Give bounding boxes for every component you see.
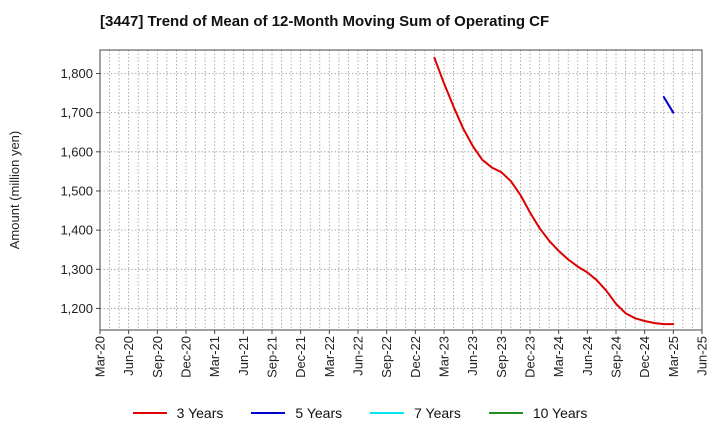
x-tick-label: Mar-22 bbox=[322, 336, 337, 377]
legend-label: 5 Years bbox=[295, 405, 343, 421]
legend-swatch bbox=[370, 412, 405, 414]
y-tick-label: 1,400 bbox=[60, 223, 93, 238]
x-tick-label: Dec-23 bbox=[523, 336, 538, 378]
legend-swatch bbox=[488, 412, 523, 414]
y-tick-label: 1,500 bbox=[60, 183, 93, 198]
legend-label: 7 Years bbox=[414, 405, 461, 421]
x-tick-label: Jun-20 bbox=[121, 336, 136, 376]
x-tick-label: Mar-24 bbox=[551, 336, 566, 377]
x-tick-label: Dec-20 bbox=[179, 336, 194, 378]
x-tick-label: Jun-21 bbox=[236, 336, 251, 376]
legend-item-10-years: 10 Years bbox=[488, 405, 588, 421]
x-tick-label: Mar-21 bbox=[207, 336, 222, 377]
x-tick-label: Mar-23 bbox=[437, 336, 452, 377]
series-line-3-years bbox=[433, 56, 675, 326]
legend-item-3-years: 3 Years bbox=[132, 405, 224, 421]
x-tick-label: Dec-24 bbox=[637, 336, 652, 378]
x-tick-label: Jun-24 bbox=[580, 336, 595, 376]
x-tick-label: Sep-21 bbox=[265, 336, 280, 378]
y-axis: 1,200 1,300 1,400 1,500 1,600 1,700 1,800 bbox=[60, 66, 100, 316]
x-tick-label: Mar-25 bbox=[666, 336, 681, 377]
y-tick-label: 1,300 bbox=[60, 262, 93, 277]
x-tick-label: Jun-23 bbox=[465, 336, 480, 376]
legend-label: 10 Years bbox=[532, 405, 588, 421]
x-tick-label: Jun-25 bbox=[695, 336, 710, 376]
legend-swatch bbox=[132, 412, 167, 414]
x-tick-label: Dec-21 bbox=[293, 336, 308, 378]
legend-swatch bbox=[251, 412, 286, 414]
x-tick-label: Dec-22 bbox=[408, 336, 423, 378]
line-chart: 1,200 1,300 1,400 1,500 1,600 1,700 1,800 Mar-… bbox=[7, 49, 710, 378]
y-tick-label: 1,800 bbox=[60, 66, 93, 81]
plot-area bbox=[99, 49, 703, 331]
legend-label: 3 Years bbox=[176, 405, 224, 421]
series-layer bbox=[433, 56, 675, 326]
y-tick-label: 1,700 bbox=[60, 105, 93, 120]
legend: 3 Years 5 Years 7 Years 10 Years bbox=[0, 405, 720, 421]
y-tick-label: 1,600 bbox=[60, 144, 93, 159]
chart-title: [3447] Trend of Mean of 12-Month Moving … bbox=[100, 13, 550, 30]
y-tick-label: 1,200 bbox=[60, 301, 93, 316]
x-tick-label: Sep-22 bbox=[379, 336, 394, 378]
grid bbox=[100, 50, 702, 330]
x-tick-label: Jun-22 bbox=[351, 336, 366, 376]
x-tick-label: Sep-20 bbox=[150, 336, 165, 378]
x-tick-label: Sep-23 bbox=[494, 336, 509, 378]
x-tick-label: Mar-20 bbox=[93, 336, 108, 377]
legend-item-5-years: 5 Years bbox=[251, 405, 342, 421]
x-axis: Mar-20 Jun-20 Sep-20 Dec-20 Mar-21 Jun-21 Sep-… bbox=[93, 330, 710, 378]
y-axis-label: Amount (million yen) bbox=[7, 131, 22, 250]
legend-item-7-years: 7 Years bbox=[370, 405, 461, 421]
x-tick-label: Sep-24 bbox=[609, 336, 624, 378]
series-line-5-years bbox=[662, 96, 675, 114]
